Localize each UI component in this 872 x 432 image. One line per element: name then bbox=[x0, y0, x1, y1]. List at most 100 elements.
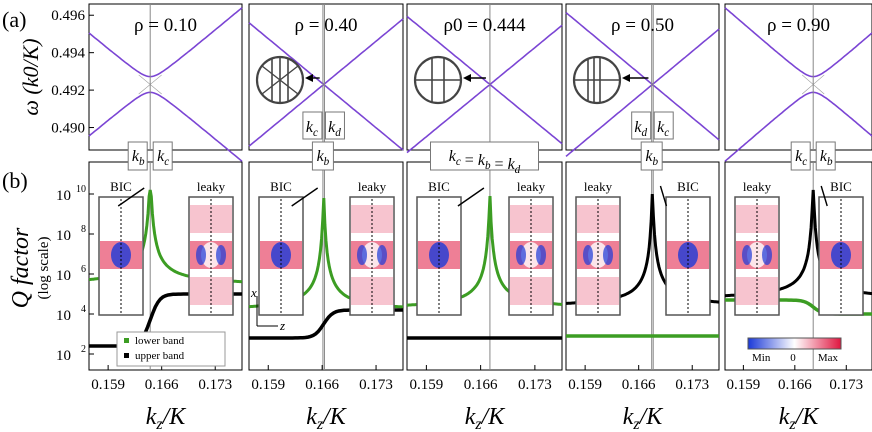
inset-label: BIC bbox=[830, 179, 852, 194]
upper-band-dispersion-1 bbox=[88, 7, 243, 78]
y-tick-label: 10 bbox=[56, 308, 71, 324]
inset-label: BIC bbox=[428, 179, 450, 194]
x-tick-label: 0.173 bbox=[198, 377, 232, 393]
x-tick-label: 0.166 bbox=[622, 377, 656, 393]
x-tick-label: 0.159 bbox=[727, 377, 761, 393]
k-label: kc bbox=[795, 148, 807, 168]
panel-title-1: ρ = 0.10 bbox=[134, 15, 197, 36]
pointer-arrowhead bbox=[622, 74, 630, 82]
peak-arrow bbox=[457, 187, 485, 207]
panel-title-2: ρ = 0.40 bbox=[295, 15, 358, 36]
inset-left-lobe bbox=[762, 245, 772, 265]
k-label: kc bbox=[306, 119, 318, 139]
inset-label: leaky bbox=[197, 179, 226, 194]
k-label: kc = kb = kd bbox=[449, 148, 521, 176]
inset-label: BIC bbox=[270, 179, 292, 194]
inset-label: leaky bbox=[584, 179, 613, 194]
peak-arrow bbox=[117, 187, 145, 207]
upper-band-dispersion-4 bbox=[565, 11, 720, 86]
y-axis-sublabel-bottom: (log scale) bbox=[36, 237, 52, 300]
y-tick-exponent: 2 bbox=[81, 344, 86, 355]
legend-swatch-lower bbox=[124, 338, 129, 343]
y-tick-label: 0.492 bbox=[51, 83, 85, 99]
x-tick-label: 0.173 bbox=[829, 377, 863, 393]
k-box bbox=[311, 141, 334, 171]
panel-5: ρ = 0.90 kc kb leaky BIC 0.159 0.166 0.173 kz/K bbox=[724, 3, 872, 432]
lower-band-dispersion-5 bbox=[724, 91, 872, 162]
pointer-arrowhead bbox=[305, 74, 313, 82]
axis-hint: xz bbox=[250, 285, 285, 333]
inset-left-lobe bbox=[603, 245, 613, 265]
inset-left-lobe bbox=[742, 245, 752, 265]
y-tick-exponent: 10 bbox=[76, 184, 86, 195]
colorbar-bar bbox=[747, 337, 842, 350]
peak-arrow bbox=[820, 185, 828, 207]
k-box bbox=[302, 111, 323, 140]
x-axis-label: kz/K bbox=[306, 404, 348, 432]
inset-right-lobe bbox=[357, 245, 367, 265]
x-tick-label: 0.166 bbox=[145, 377, 179, 393]
k-label: kb bbox=[132, 148, 145, 168]
inset-label: leaky bbox=[743, 179, 772, 194]
k-label: kb bbox=[645, 148, 658, 168]
legend-label-lower: lower band bbox=[135, 335, 185, 347]
inset-right-lobe bbox=[377, 245, 387, 265]
axis-hint-x-label: x bbox=[250, 285, 257, 300]
legend-swatch-upper bbox=[124, 353, 129, 358]
panel-label-b: (b) bbox=[2, 168, 28, 193]
k-label: kb bbox=[820, 148, 833, 168]
k-box bbox=[430, 141, 539, 171]
inset-label: leaky bbox=[358, 179, 387, 194]
panel-title-3: ρ0 = 0.444 bbox=[444, 15, 526, 36]
x-axis-label: kz/K bbox=[623, 404, 665, 432]
colorbar-min: Min bbox=[752, 352, 771, 364]
lower-band-dispersion-2 bbox=[248, 83, 404, 151]
panel-2: ρ = 0.40 kc kd kb BIC leaky 0.159 0.166 0.173 kz/… bbox=[248, 3, 404, 432]
panel-4: ρ = 0.50 kd kc kb leaky BIC 0.159 0.166 0.173 kz/… bbox=[565, 3, 720, 432]
k-box bbox=[631, 111, 652, 140]
y-tick-label: 10 bbox=[56, 188, 71, 204]
k-box bbox=[653, 111, 674, 140]
y-tick-label: 0.494 bbox=[51, 46, 85, 62]
legend-label-upper: upper band bbox=[135, 350, 185, 362]
x-tick-label: 0.173 bbox=[518, 377, 552, 393]
k-label: kd bbox=[634, 119, 647, 139]
k-label: kc bbox=[657, 119, 669, 139]
lower-band-dispersion-3 bbox=[406, 83, 563, 154]
inset-label: leaky bbox=[517, 179, 546, 194]
x-axis-label: kz/K bbox=[465, 404, 507, 432]
y-tick-exponent: 4 bbox=[81, 304, 86, 315]
inset-left-lobe bbox=[583, 245, 593, 265]
inset-left-field bbox=[577, 205, 619, 305]
legend-box bbox=[116, 331, 226, 367]
y-tick-label: 10 bbox=[56, 228, 71, 244]
k-box bbox=[640, 141, 663, 171]
k-box bbox=[324, 111, 345, 140]
y-tick-label: 10 bbox=[56, 348, 71, 364]
y-tick-label: 0.496 bbox=[51, 8, 85, 24]
inset-right-lobe bbox=[216, 245, 226, 265]
x-axis-label: kz/K bbox=[779, 404, 821, 432]
x-tick-label: 0.159 bbox=[91, 377, 125, 393]
lower-band-dispersion-4 bbox=[565, 83, 720, 158]
colorbar-max: Max bbox=[818, 352, 839, 364]
x-axis-label: kz/K bbox=[146, 404, 188, 432]
panel-title-5: ρ = 0.90 bbox=[767, 15, 830, 36]
inset-label: BIC bbox=[110, 179, 132, 194]
x-tick-label: 0.173 bbox=[675, 377, 709, 393]
k-label: kb bbox=[317, 148, 330, 168]
k-box bbox=[790, 141, 811, 171]
unit-cell-diag bbox=[261, 65, 299, 95]
colorbar-zero: 0 bbox=[790, 352, 796, 364]
panel-1: ρ = 0.10 kb kc BIC leaky 0.159 0.166 0.173 kz/K bbox=[88, 3, 243, 432]
y-tick-label: 0.490 bbox=[51, 121, 85, 137]
upper-band-dispersion-2 bbox=[248, 18, 404, 86]
inset-right-lobe bbox=[196, 245, 206, 265]
legend: lower band upper band bbox=[116, 331, 226, 367]
inset-right-lobe bbox=[516, 245, 526, 265]
k-box bbox=[152, 141, 173, 171]
y-axis-label-bottom: Q factor bbox=[8, 227, 34, 308]
panel-label-a: (a) bbox=[2, 7, 26, 32]
